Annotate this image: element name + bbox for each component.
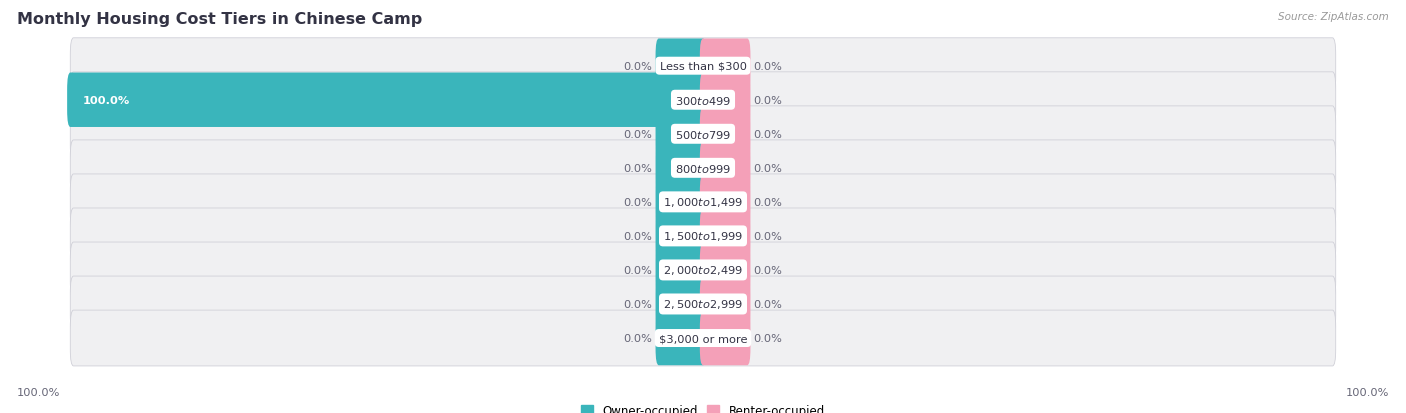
Text: 0.0%: 0.0% [754,164,783,173]
Text: 0.0%: 0.0% [754,299,783,309]
FancyBboxPatch shape [70,242,1336,298]
FancyBboxPatch shape [70,39,1336,95]
Text: $500 to $799: $500 to $799 [675,128,731,140]
Text: Less than $300: Less than $300 [659,62,747,71]
Text: 0.0%: 0.0% [623,299,652,309]
Text: $2,500 to $2,999: $2,500 to $2,999 [664,298,742,311]
FancyBboxPatch shape [655,243,706,297]
Legend: Owner-occupied, Renter-occupied: Owner-occupied, Renter-occupied [581,404,825,413]
Text: 0.0%: 0.0% [623,197,652,207]
FancyBboxPatch shape [700,209,751,263]
Text: Monthly Housing Cost Tiers in Chinese Camp: Monthly Housing Cost Tiers in Chinese Ca… [17,12,422,27]
FancyBboxPatch shape [700,107,751,161]
Text: 0.0%: 0.0% [623,265,652,275]
FancyBboxPatch shape [655,107,706,161]
FancyBboxPatch shape [700,74,751,128]
Text: 0.0%: 0.0% [623,231,652,241]
FancyBboxPatch shape [70,140,1336,196]
Text: 100.0%: 100.0% [1346,387,1389,397]
Text: 0.0%: 0.0% [754,333,783,343]
FancyBboxPatch shape [700,311,751,366]
FancyBboxPatch shape [655,311,706,366]
FancyBboxPatch shape [655,277,706,331]
Text: $2,000 to $2,499: $2,000 to $2,499 [664,264,742,277]
FancyBboxPatch shape [70,209,1336,264]
FancyBboxPatch shape [70,175,1336,230]
Text: 0.0%: 0.0% [754,129,783,140]
FancyBboxPatch shape [70,310,1336,366]
Text: 100.0%: 100.0% [83,95,131,105]
Text: 0.0%: 0.0% [623,333,652,343]
FancyBboxPatch shape [67,74,706,128]
Text: Source: ZipAtlas.com: Source: ZipAtlas.com [1278,12,1389,22]
FancyBboxPatch shape [70,276,1336,332]
FancyBboxPatch shape [700,243,751,297]
Text: 100.0%: 100.0% [17,387,60,397]
FancyBboxPatch shape [70,107,1336,162]
FancyBboxPatch shape [700,175,751,230]
Text: 0.0%: 0.0% [754,197,783,207]
FancyBboxPatch shape [700,141,751,196]
FancyBboxPatch shape [655,175,706,230]
Text: 0.0%: 0.0% [623,129,652,140]
FancyBboxPatch shape [70,73,1336,128]
Text: 0.0%: 0.0% [754,231,783,241]
FancyBboxPatch shape [655,141,706,196]
FancyBboxPatch shape [655,209,706,263]
Text: 0.0%: 0.0% [754,95,783,105]
Text: 0.0%: 0.0% [623,164,652,173]
FancyBboxPatch shape [700,39,751,94]
Text: $1,000 to $1,499: $1,000 to $1,499 [664,196,742,209]
Text: 0.0%: 0.0% [623,62,652,71]
FancyBboxPatch shape [655,39,706,94]
Text: 0.0%: 0.0% [754,265,783,275]
FancyBboxPatch shape [700,277,751,331]
Text: $800 to $999: $800 to $999 [675,162,731,174]
Text: $300 to $499: $300 to $499 [675,95,731,107]
Text: $1,500 to $1,999: $1,500 to $1,999 [664,230,742,243]
Text: $3,000 or more: $3,000 or more [659,333,747,343]
Text: 0.0%: 0.0% [754,62,783,71]
